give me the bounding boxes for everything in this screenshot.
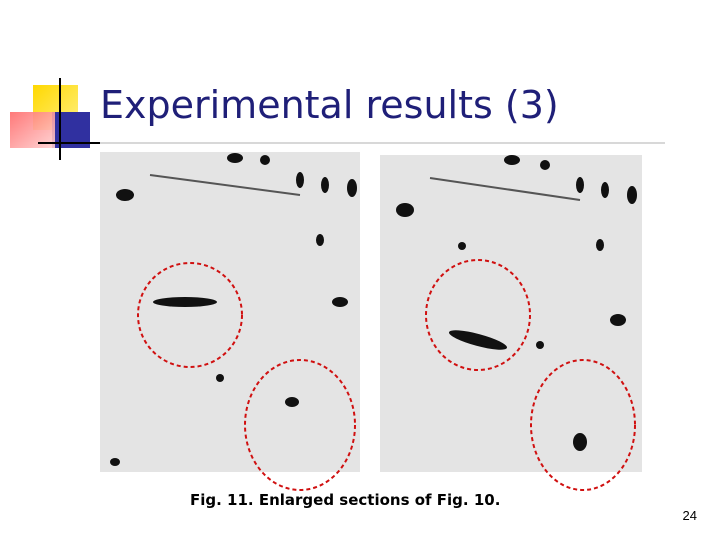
gel-image-left <box>100 152 360 472</box>
gel-spot <box>296 172 304 188</box>
highlight-circle <box>530 359 636 491</box>
highlight-circle <box>137 262 243 368</box>
gel-spot <box>116 189 134 201</box>
gel-streak <box>149 174 301 196</box>
gel-spot <box>216 374 224 382</box>
gel-spot <box>332 297 348 307</box>
gel-spot <box>610 314 626 326</box>
gel-spot <box>448 330 508 350</box>
gel-spot <box>316 234 324 246</box>
gel-spot <box>576 177 584 193</box>
gel-spot <box>260 155 270 165</box>
gel-spot <box>573 433 587 451</box>
gel-spot <box>536 341 544 349</box>
gel-spot <box>347 179 357 197</box>
gel-spot <box>627 186 637 204</box>
gel-image-right <box>380 155 642 472</box>
gel-spot <box>601 182 609 198</box>
page-number: 24 <box>683 508 697 523</box>
gel-spot <box>227 153 243 163</box>
gel-spot <box>596 239 604 251</box>
highlight-circle <box>425 259 531 371</box>
highlight-circle <box>244 359 356 491</box>
slide-title: Experimental results (3) <box>100 83 559 127</box>
gel-streak <box>429 177 581 201</box>
gel-spot <box>321 177 329 193</box>
gel-spot <box>285 397 299 407</box>
gel-spot <box>110 458 120 466</box>
figure-caption: Fig. 11. Enlarged sections of Fig. 10. <box>190 491 500 509</box>
gel-spot <box>504 155 520 165</box>
gel-spot <box>458 242 466 250</box>
gel-spot <box>540 160 550 170</box>
gel-spot <box>153 297 217 307</box>
gel-spot <box>396 203 414 217</box>
